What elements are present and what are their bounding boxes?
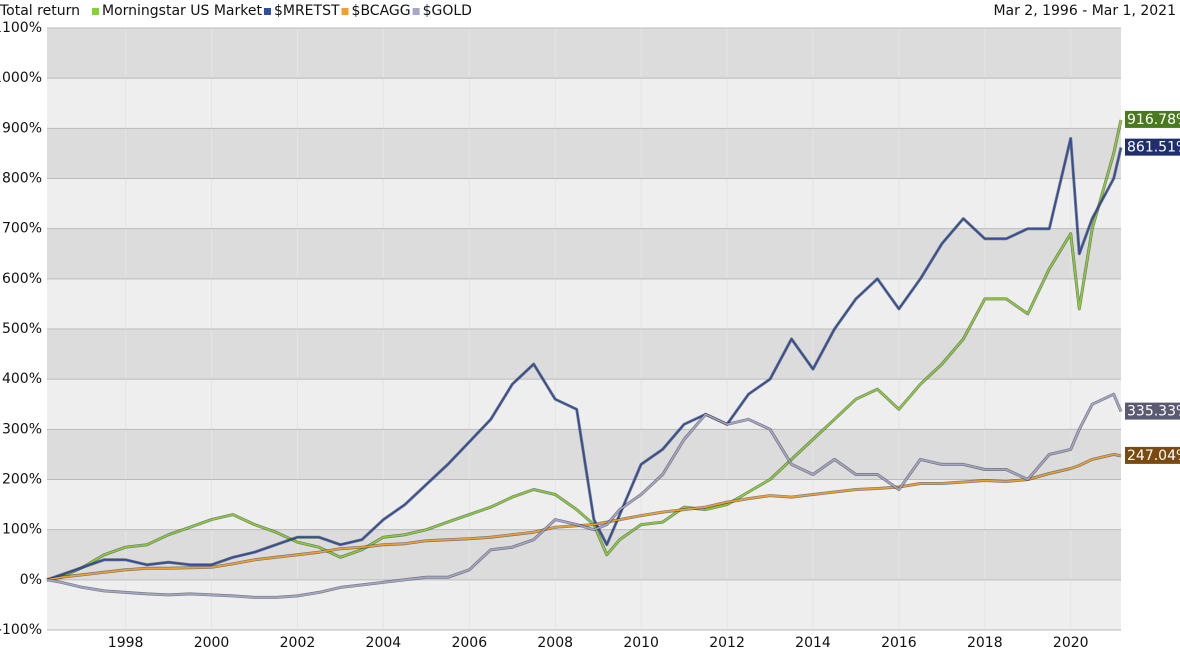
end-label: 861.51% bbox=[1127, 140, 1180, 156]
y-tick-label: 300% bbox=[2, 421, 42, 437]
y-tick-label: 0% bbox=[20, 572, 42, 588]
end-label: 916.78% bbox=[1127, 112, 1180, 128]
y-tick-label: 900% bbox=[2, 120, 42, 136]
band bbox=[47, 228, 1121, 279]
x-tick-label: 2018 bbox=[967, 635, 1003, 651]
x-tick-label: 2002 bbox=[280, 635, 316, 651]
series-line bbox=[46, 137, 1122, 581]
end-label-bg bbox=[1125, 138, 1180, 156]
legend-swatch bbox=[412, 8, 420, 15]
x-tick-label: 2014 bbox=[795, 635, 831, 651]
end-label: 335.33% bbox=[1127, 404, 1180, 420]
legend-label: $BCAGG bbox=[352, 3, 411, 19]
band bbox=[47, 178, 1121, 229]
x-tick-label: 2012 bbox=[709, 635, 745, 651]
x-tick-label: 2010 bbox=[623, 635, 659, 651]
band bbox=[47, 329, 1121, 380]
band bbox=[47, 579, 1121, 630]
end-label-bg bbox=[1125, 402, 1180, 420]
y-tick-label: -100% bbox=[0, 622, 42, 638]
x-tick-label: 1998 bbox=[108, 635, 144, 651]
legend-swatch bbox=[92, 8, 99, 15]
end-label-bg bbox=[1125, 110, 1180, 128]
series-line bbox=[46, 453, 1122, 581]
series-line bbox=[46, 119, 1122, 581]
end-label-bg bbox=[1125, 446, 1180, 464]
y-tick-label: 500% bbox=[2, 321, 42, 337]
x-tick-label: 2008 bbox=[537, 635, 573, 651]
legend-swatch bbox=[341, 8, 349, 15]
y-tick-label: 400% bbox=[2, 371, 42, 387]
y-tick-label: 1100% bbox=[0, 20, 42, 36]
y-tick-label: 700% bbox=[2, 221, 42, 237]
y-tick-label: 100% bbox=[2, 522, 42, 538]
x-tick-label: 2000 bbox=[194, 635, 230, 651]
legend-swatch bbox=[263, 8, 271, 15]
chart-title: Total return bbox=[0, 3, 80, 19]
date-range: Mar 2, 1996 - Mar 1, 2021 bbox=[993, 3, 1176, 19]
y-tick-label: 600% bbox=[2, 271, 42, 287]
end-label: 247.04% bbox=[1127, 448, 1180, 464]
x-tick-label: 2016 bbox=[881, 635, 917, 651]
legend-label: $GOLD bbox=[423, 3, 472, 19]
band bbox=[47, 379, 1121, 430]
x-tick-label: 2006 bbox=[451, 635, 487, 651]
x-tick-label: 2004 bbox=[366, 635, 402, 651]
legend-label: Morningstar US Market bbox=[102, 3, 262, 19]
band bbox=[47, 529, 1121, 580]
y-tick-label: 1000% bbox=[0, 70, 42, 86]
band bbox=[47, 28, 1121, 79]
band bbox=[47, 479, 1121, 530]
y-tick-label: 200% bbox=[2, 472, 42, 488]
y-tick-label: 800% bbox=[2, 171, 42, 187]
band bbox=[47, 278, 1121, 329]
series-line bbox=[46, 393, 1122, 599]
band bbox=[47, 78, 1121, 129]
legend-label: $MRETST bbox=[274, 3, 340, 19]
band bbox=[47, 128, 1121, 179]
x-tick-label: 2020 bbox=[1053, 635, 1089, 651]
